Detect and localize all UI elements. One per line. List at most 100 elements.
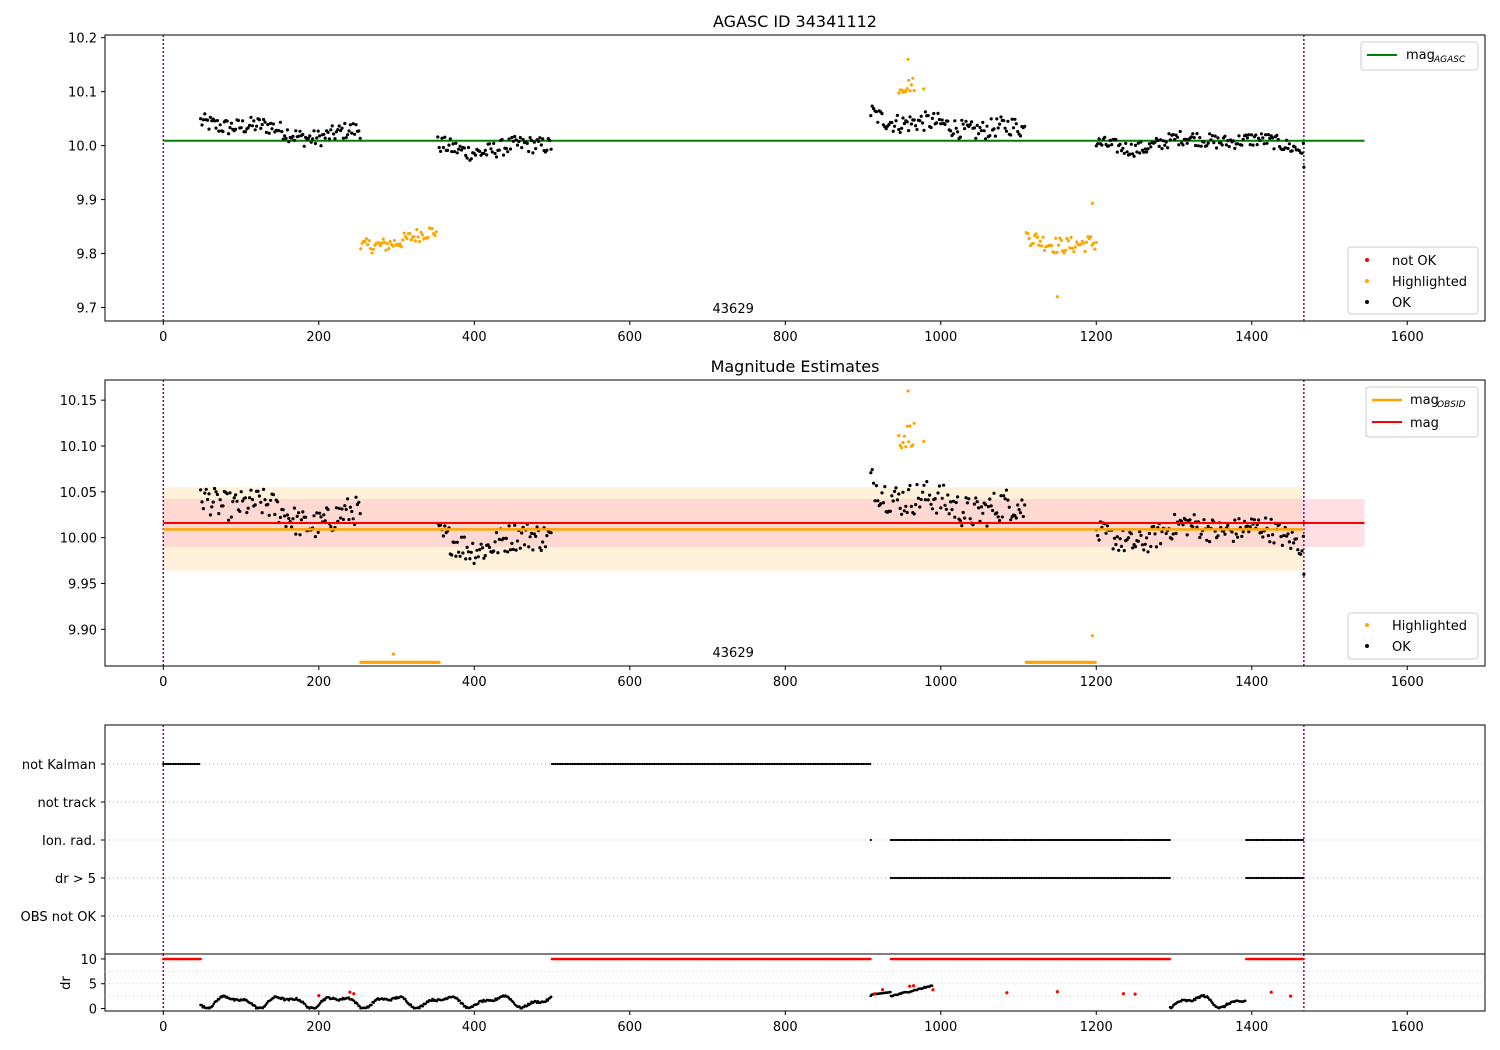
flag-point bbox=[734, 762, 737, 766]
flag-point bbox=[641, 762, 644, 766]
ok-point bbox=[263, 498, 267, 502]
flag-point bbox=[728, 762, 732, 766]
highlighted-point bbox=[381, 237, 385, 241]
flag-point bbox=[1288, 838, 1291, 842]
ok-point bbox=[1017, 508, 1021, 512]
flag-point bbox=[920, 876, 923, 880]
ok-point bbox=[239, 490, 243, 494]
flag-point bbox=[1071, 876, 1074, 880]
flag-point bbox=[1023, 876, 1026, 880]
ok-point bbox=[309, 140, 313, 144]
ok-point bbox=[207, 127, 211, 131]
flag-point bbox=[1105, 876, 1108, 880]
highlighted-point bbox=[1093, 660, 1097, 664]
ok-point bbox=[1000, 515, 1004, 519]
ok-point bbox=[991, 508, 995, 513]
flag-point bbox=[1001, 838, 1004, 842]
ok-point bbox=[1206, 524, 1210, 529]
y-axis-label: dr bbox=[59, 976, 74, 990]
ok-point bbox=[336, 128, 340, 132]
ok-point bbox=[316, 129, 320, 133]
flag-point bbox=[1163, 876, 1166, 880]
ok-point bbox=[1152, 524, 1156, 529]
ok-point bbox=[319, 515, 323, 519]
ok-point bbox=[215, 119, 219, 123]
flag-point bbox=[1093, 838, 1096, 842]
flag-point bbox=[1282, 876, 1285, 880]
ok-point bbox=[472, 561, 476, 566]
ok-point bbox=[977, 506, 981, 510]
ok-point bbox=[1126, 536, 1131, 540]
highlighted-point bbox=[1070, 246, 1075, 251]
flag-point bbox=[1088, 838, 1091, 842]
flag-point bbox=[1009, 876, 1012, 880]
ok-point bbox=[292, 138, 296, 142]
highlighted-point bbox=[433, 233, 437, 238]
ok-point bbox=[1013, 117, 1017, 121]
flag-point bbox=[1001, 876, 1004, 880]
ok-point bbox=[1002, 119, 1006, 123]
highlighted-point bbox=[905, 424, 909, 428]
ok-point bbox=[1206, 141, 1210, 145]
flag-point bbox=[1026, 876, 1029, 880]
highlighted-point bbox=[370, 251, 374, 255]
flag-point bbox=[1072, 876, 1076, 880]
ok-point bbox=[923, 110, 928, 114]
ok-point bbox=[285, 128, 289, 132]
x-tick-label: 1200 bbox=[1080, 675, 1113, 690]
highlighted-point bbox=[392, 238, 396, 243]
flag-point bbox=[745, 762, 749, 766]
flag-point bbox=[817, 762, 821, 766]
ok-point bbox=[458, 144, 462, 148]
dr-point bbox=[544, 1000, 547, 1003]
dr-point bbox=[529, 1002, 532, 1006]
ok-point bbox=[1198, 136, 1202, 140]
dr-point bbox=[424, 1002, 428, 1005]
flag-point bbox=[1163, 838, 1166, 842]
ok-point bbox=[929, 125, 933, 130]
category-label: dr > 5 bbox=[55, 872, 96, 887]
ok-point bbox=[297, 134, 301, 138]
flag-point bbox=[1245, 838, 1248, 842]
highlighted-point bbox=[897, 91, 901, 95]
highlighted-point bbox=[409, 238, 413, 242]
flag-point bbox=[174, 762, 177, 766]
ok-point bbox=[915, 127, 919, 132]
flag-point bbox=[1289, 838, 1292, 842]
flag-point bbox=[1062, 838, 1065, 842]
ok-point bbox=[984, 137, 988, 141]
flag-point bbox=[1052, 838, 1055, 842]
ok-point bbox=[1234, 532, 1238, 536]
flag-point bbox=[1257, 838, 1260, 842]
flag-point bbox=[834, 762, 838, 766]
highlighted-point bbox=[419, 230, 423, 234]
flag-point bbox=[990, 876, 994, 880]
flag-point bbox=[1120, 838, 1123, 842]
flag-point bbox=[910, 838, 913, 842]
flag-point bbox=[573, 762, 576, 766]
dr-point bbox=[930, 984, 934, 988]
highlighted-point bbox=[1041, 235, 1045, 239]
ok-point bbox=[228, 491, 232, 495]
ok-point bbox=[929, 502, 933, 506]
flag-point bbox=[1296, 838, 1299, 842]
ok-point bbox=[1210, 134, 1214, 138]
ok-point bbox=[956, 130, 960, 134]
ok-point bbox=[918, 119, 922, 123]
ok-point bbox=[914, 124, 918, 128]
dr-point bbox=[549, 995, 553, 999]
ok-point bbox=[1279, 535, 1283, 539]
ok-point bbox=[478, 548, 482, 552]
dr-point bbox=[1243, 999, 1247, 1003]
ok-point bbox=[493, 151, 497, 156]
ok-point bbox=[925, 480, 929, 484]
flag-point bbox=[1250, 876, 1253, 880]
ok-point bbox=[879, 502, 883, 506]
ok-point bbox=[469, 157, 473, 161]
ok-point bbox=[329, 128, 333, 132]
ok-point bbox=[937, 117, 942, 122]
ok-point bbox=[1013, 513, 1017, 518]
highlighted-point bbox=[1027, 236, 1031, 240]
flag-point bbox=[730, 762, 733, 766]
ok-point bbox=[475, 548, 479, 552]
